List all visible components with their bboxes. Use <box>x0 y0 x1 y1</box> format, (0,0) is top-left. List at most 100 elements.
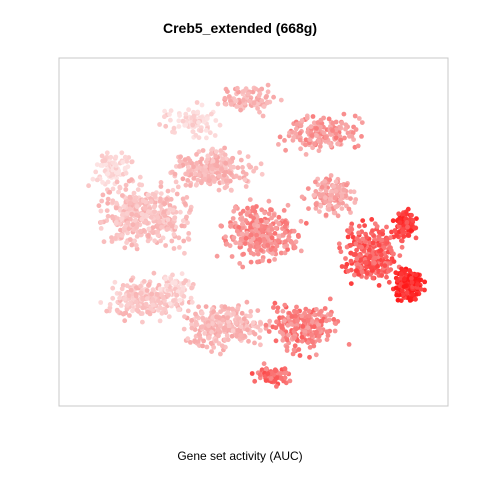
cell-point <box>406 233 412 238</box>
cell-point <box>330 120 336 126</box>
cell-point <box>369 217 375 222</box>
cell-point <box>204 344 210 350</box>
cell-point <box>298 218 304 224</box>
cell-point <box>117 295 122 301</box>
cell-point <box>179 271 185 277</box>
cell-point <box>291 228 297 234</box>
cell-point <box>215 326 221 332</box>
cell-point <box>266 258 272 264</box>
cell-point <box>98 208 104 214</box>
cell-point <box>209 349 215 354</box>
cell-point <box>399 271 404 277</box>
cell-point <box>368 265 374 271</box>
cell-point <box>413 292 419 297</box>
cell-point <box>317 144 323 149</box>
cell-point <box>310 145 315 151</box>
cell-point <box>156 298 161 304</box>
cell-point <box>324 318 329 324</box>
cell-point <box>134 204 140 210</box>
cell-point <box>122 296 127 302</box>
cell-point <box>231 164 237 170</box>
cell-point <box>167 112 172 117</box>
cell-point <box>337 245 342 251</box>
cell-point <box>256 93 262 99</box>
cell-point <box>328 143 334 149</box>
cell-point <box>318 309 324 314</box>
cell-point <box>339 120 345 126</box>
cell-point <box>394 292 400 298</box>
cell-point <box>284 344 290 350</box>
cell-point <box>205 153 211 159</box>
cell-point <box>213 149 219 155</box>
cell-point <box>322 306 328 311</box>
cell-point <box>254 232 259 238</box>
cell-point <box>331 210 337 216</box>
cell-point <box>313 132 319 138</box>
cell-point <box>134 234 140 239</box>
cell-point <box>345 268 351 274</box>
cell-point <box>150 225 156 231</box>
cell-point <box>186 282 192 287</box>
cell-point <box>142 219 148 224</box>
cell-point <box>178 209 183 215</box>
cell-point <box>305 186 311 192</box>
cell-point <box>266 211 272 217</box>
cell-point <box>190 122 196 128</box>
cell-point <box>247 313 253 319</box>
cell-point <box>363 260 369 265</box>
cell-point <box>113 169 119 175</box>
cell-point <box>268 207 273 212</box>
cell-point <box>98 219 104 225</box>
cell-point <box>384 224 389 230</box>
cell-point <box>229 254 235 259</box>
cell-point <box>230 328 236 334</box>
cell-point <box>273 338 279 344</box>
cell-point <box>185 178 191 183</box>
cell-point <box>277 134 283 140</box>
cell-point <box>105 200 111 206</box>
cell-point <box>258 161 264 167</box>
cell-point <box>100 180 105 185</box>
cell-point <box>304 115 310 121</box>
cell-point <box>252 331 258 337</box>
cell-point <box>391 259 397 264</box>
cell-point <box>300 324 306 329</box>
cell-point <box>189 318 195 323</box>
cell-point <box>93 169 99 175</box>
cell-point <box>248 238 254 244</box>
cell-point <box>370 228 375 234</box>
cell-point <box>323 195 328 201</box>
cell-point <box>126 293 132 299</box>
cell-point <box>151 204 157 210</box>
chart-title: Creb5_extended (668g) <box>162 20 318 36</box>
cell-point <box>238 324 244 329</box>
cell-point <box>181 238 187 244</box>
cell-point <box>131 190 137 196</box>
cell-point <box>311 324 317 330</box>
cell-point <box>180 218 186 224</box>
cell-point <box>191 164 196 170</box>
cell-point <box>237 261 243 266</box>
cell-point <box>120 159 126 165</box>
cell-point <box>348 258 354 264</box>
cell-point <box>259 228 265 233</box>
cell-point <box>293 313 298 319</box>
cell-point <box>233 98 239 104</box>
cell-point <box>200 324 205 329</box>
cell-point <box>185 220 190 226</box>
cell-point <box>162 114 167 120</box>
cell-point <box>313 201 319 207</box>
cell-point <box>332 195 338 201</box>
cell-point <box>252 378 258 384</box>
cell-point <box>379 237 385 243</box>
cell-point <box>280 308 286 314</box>
cell-point <box>199 310 205 316</box>
cell-point <box>293 239 299 245</box>
cell-point <box>297 130 303 136</box>
cell-point <box>290 351 296 357</box>
cell-point <box>272 300 278 306</box>
cell-point <box>133 243 139 248</box>
cell-point <box>123 182 129 188</box>
cell-point <box>231 311 237 316</box>
cell-point <box>138 228 143 234</box>
